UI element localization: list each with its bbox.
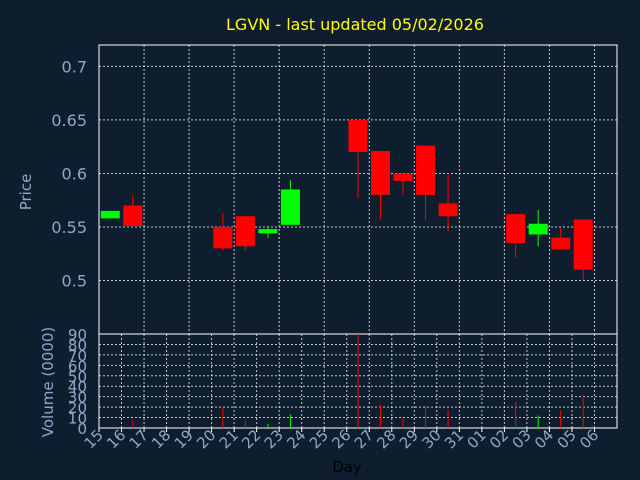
- candle-body: [123, 205, 143, 226]
- candle-body: [213, 226, 233, 249]
- chart-title: LGVN - last updated 05/02/2026: [226, 15, 484, 34]
- price-tick-label: 0.65: [51, 111, 87, 130]
- candle-body: [573, 219, 593, 270]
- volume-tick-label: 60: [68, 357, 87, 375]
- candle-body: [348, 119, 368, 153]
- candle-body: [528, 223, 548, 235]
- volume-tick-label: 0: [77, 420, 87, 438]
- volume-tick-label: 90: [68, 326, 87, 344]
- price-tick-label: 0.6: [62, 164, 87, 183]
- volume-tick-label: 10: [68, 410, 87, 428]
- volume-tick-label: 50: [68, 368, 87, 386]
- volume-tick-label: 30: [68, 389, 87, 407]
- price-tick-label: 0.55: [51, 218, 87, 237]
- candle-body: [258, 229, 278, 234]
- volume-tick-label: 70: [68, 347, 87, 365]
- candle-body: [551, 237, 571, 250]
- volume-tick-label: 20: [68, 399, 87, 417]
- price-tick-label: 0.5: [62, 271, 87, 290]
- candle-body: [100, 210, 120, 219]
- volume-tick-label: 80: [68, 336, 87, 354]
- candle-body: [371, 150, 391, 195]
- x-axis-label: Day: [332, 458, 362, 476]
- candle-body: [438, 203, 458, 217]
- candle-body: [393, 173, 413, 181]
- price-panel: 0.5 0.55 0.6 0.65 0.7: [51, 44, 618, 335]
- price-tick-label: 0.7: [62, 57, 87, 76]
- candle-body: [506, 214, 526, 244]
- price-axis-label: Price: [17, 174, 35, 211]
- candle-body: [280, 189, 300, 225]
- candle-body: [416, 145, 436, 195]
- volume-axis-label: Volume (0000): [39, 327, 57, 437]
- volume-tick-label: 40: [68, 378, 87, 396]
- candle-body: [235, 216, 255, 247]
